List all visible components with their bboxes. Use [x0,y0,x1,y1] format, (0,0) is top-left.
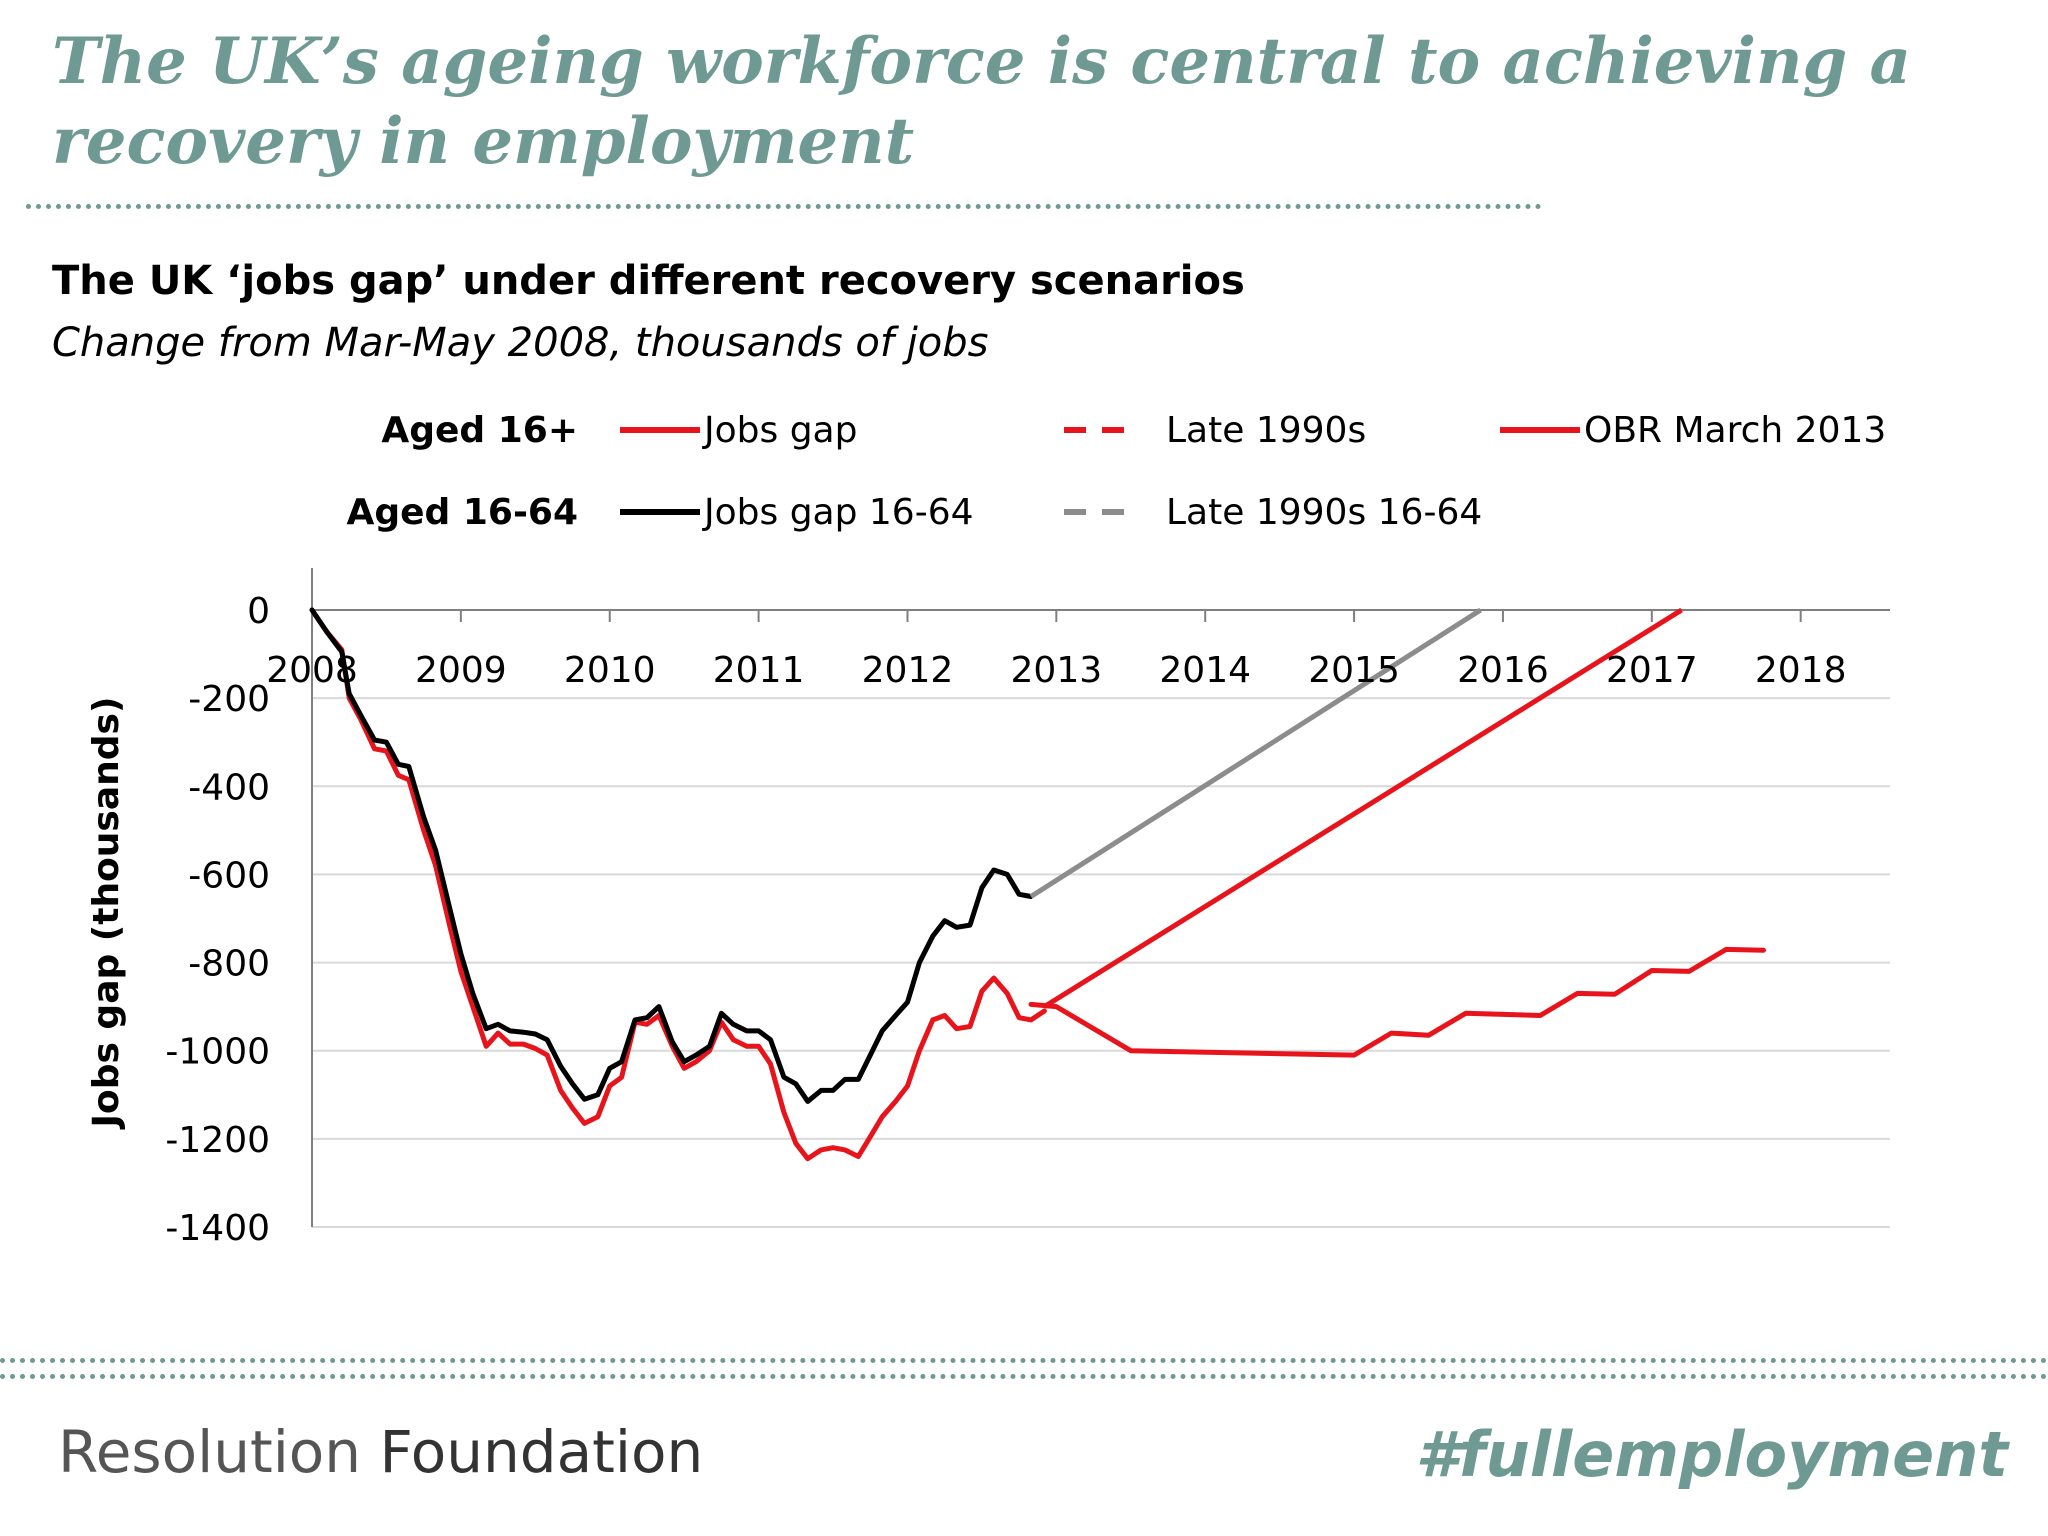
x-tick-label: 2008 [266,650,358,691]
x-tick-label: 2018 [1755,650,1847,691]
chart-subtitle: Change from Mar-May 2008, thousands of j… [52,320,989,366]
x-tick-label: 2011 [713,650,805,691]
legend: Aged 16+ Jobs gap Late 1990s OBR March 2013… [347,410,1887,533]
brand-word-foundation: Foundation [379,1418,704,1486]
y-tick-label: -400 [188,767,270,808]
series-line-late-1990s-16-64 [1029,607,1482,899]
y-tick-label: -1400 [165,1208,270,1249]
x-tick-label: 2010 [564,650,656,691]
legend-entry-label: Jobs gap 16-64 [702,492,974,533]
y-axis-label: Jobs gap (thousands) [86,697,127,1131]
gridlines [312,697,1890,1228]
series-line-late-1990s [1043,607,1683,1009]
brand-word-resolution: Resolution [58,1418,362,1486]
bottom-divider-2 [0,1374,2048,1379]
legend-entry-label: Late 1990s [1166,410,1366,451]
chart-title: The UK ‘jobs gap’ under different recove… [52,258,1245,304]
y-tick-label: -800 [188,944,270,985]
jobs-gap-chart: Aged 16+ Jobs gap Late 1990s OBR March 2013… [86,410,1890,1249]
tick-labels: 0 -200 -400 -600 -800 -1000 -1200 -1400 2008 2009… [165,591,1846,1249]
axes [311,568,1890,1227]
x-tick-label: 2015 [1308,650,1400,691]
brand-logo: Resolution Foundation [58,1418,703,1486]
legend-entry-label: OBR March 2013 [1584,410,1886,451]
hashtag: #fullemployment [1415,1418,2008,1491]
y-tick-label: -200 [188,679,270,720]
legend-entry-label: Jobs gap [702,410,857,451]
x-tick-label: 2016 [1457,650,1549,691]
y-tick-label: -1000 [165,1032,270,1073]
legend-group-label: Aged 16+ [381,410,578,451]
series-line-jobs-gap [309,607,1047,1162]
y-tick-label: 0 [247,591,270,632]
y-tick-label: -600 [188,855,270,896]
series-layer [309,607,1766,1162]
legend-group-label: Aged 16-64 [347,492,579,533]
top-divider [26,204,1542,209]
series-line-jobs-gap-16-64 [309,607,1034,1104]
y-tick-label: -1200 [165,1120,270,1161]
x-tick-label: 2012 [862,650,954,691]
x-tick-label: 2017 [1606,650,1698,691]
series-line-obr-march-2013 [1028,946,1766,1058]
headline: The UK’s ageing workforce is central to … [52,24,1911,179]
x-tick-label: 2013 [1011,650,1103,691]
x-tick-label: 2009 [415,650,507,691]
x-tick-label: 2014 [1159,650,1251,691]
bottom-divider-1 [0,1358,2048,1363]
legend-entry-label: Late 1990s 16-64 [1166,492,1482,533]
